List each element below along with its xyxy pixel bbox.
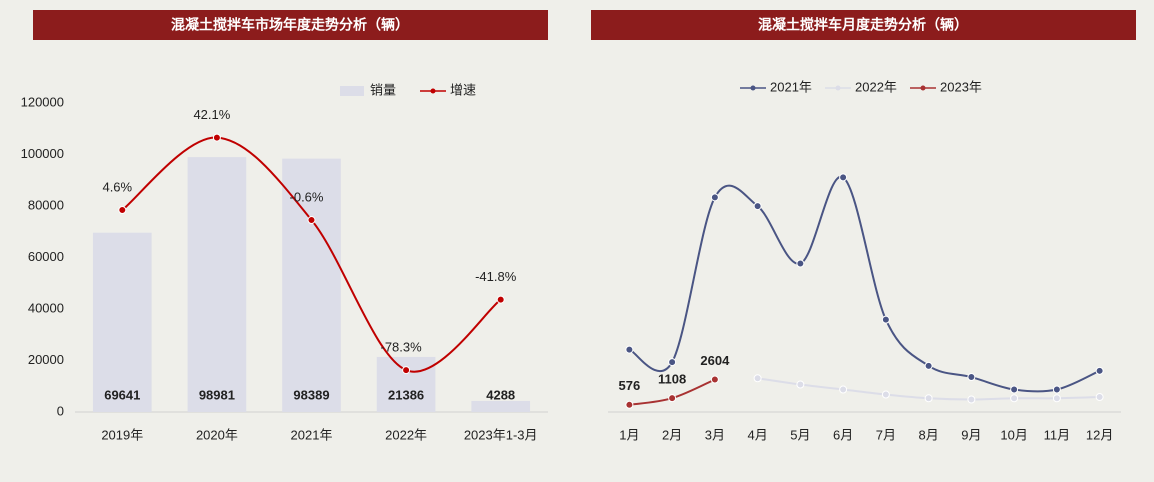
point — [402, 366, 411, 375]
point — [1052, 394, 1061, 403]
point — [668, 394, 677, 403]
data-label: -0.6% — [290, 189, 324, 204]
point — [1052, 385, 1061, 394]
x-tick-label: 2020年 — [196, 427, 238, 442]
point — [881, 390, 890, 399]
point — [924, 394, 933, 403]
x-tick-label: 2月 — [662, 427, 682, 442]
bar-label: 21386 — [388, 387, 424, 402]
legend-label: 2023年 — [940, 79, 982, 94]
y-tick-label: 80000 — [28, 197, 64, 212]
y-tick-label: 0 — [57, 403, 64, 418]
point — [967, 395, 976, 404]
x-tick-label: 4月 — [748, 427, 768, 442]
chart-title: 混凝土搅拌车月度走势分析（辆） — [758, 17, 968, 33]
legend-marker — [750, 85, 756, 91]
point — [668, 358, 677, 367]
legend-label: 2022年 — [855, 79, 897, 94]
x-tick-label: 9月 — [961, 427, 981, 442]
point — [1010, 385, 1019, 394]
y-tick-label: 120000 — [21, 94, 64, 109]
x-tick-label: 7月 — [876, 427, 896, 442]
point — [307, 216, 316, 225]
point — [796, 380, 805, 389]
x-tick-label: 2023年1-3月 — [464, 427, 538, 442]
point — [967, 373, 976, 382]
point — [625, 400, 634, 409]
x-tick-label: 10月 — [1000, 427, 1027, 442]
point — [753, 374, 762, 383]
y-tick-label: 40000 — [28, 300, 64, 315]
data-label: 4.6% — [102, 179, 132, 194]
legend-marker — [430, 88, 436, 94]
point — [625, 345, 634, 354]
point — [753, 202, 762, 211]
data-label: 1108 — [658, 372, 686, 387]
legend-label: 增速 — [450, 82, 476, 97]
bar-label: 98981 — [199, 387, 235, 402]
x-tick-label: 6月 — [833, 427, 853, 442]
point — [1095, 393, 1104, 402]
legend-marker — [835, 85, 841, 91]
point — [796, 259, 805, 268]
data-label: -78.3% — [380, 340, 422, 355]
data-label: -41.8% — [475, 269, 517, 284]
title-bar — [591, 10, 1136, 40]
point — [881, 315, 890, 324]
bar — [92, 232, 152, 412]
point — [710, 375, 719, 384]
bar — [187, 157, 247, 412]
title-bar — [33, 10, 548, 40]
point — [924, 361, 933, 370]
point — [710, 193, 719, 202]
point — [212, 133, 221, 142]
legend-label: 销量 — [370, 82, 396, 97]
bar — [471, 400, 531, 412]
x-tick-label: 8月 — [919, 427, 939, 442]
x-tick-label: 2022年 — [385, 427, 427, 442]
bar — [282, 158, 341, 412]
x-tick-label: 1月 — [619, 427, 639, 442]
data-label: 576 — [619, 378, 641, 393]
point — [1010, 394, 1019, 403]
point — [839, 385, 848, 394]
legend-swatch — [340, 86, 364, 96]
bar — [376, 356, 436, 412]
x-tick-label: 12月 — [1086, 427, 1113, 442]
y-tick-label: 20000 — [28, 352, 64, 367]
data-label: 42.1% — [193, 107, 230, 122]
point — [496, 295, 505, 304]
bar-label: 69641 — [104, 387, 140, 402]
bar-label: 4288 — [486, 387, 515, 402]
point — [1095, 366, 1104, 375]
bar-label: 98389 — [293, 387, 329, 402]
y-tick-label: 60000 — [28, 249, 64, 264]
data-label: 2604 — [700, 353, 730, 368]
legend-label: 2021年 — [770, 79, 812, 94]
point — [118, 205, 127, 214]
x-tick-label: 3月 — [705, 427, 725, 442]
x-tick-label: 2019年 — [101, 427, 143, 442]
legend-marker — [920, 85, 926, 91]
x-tick-label: 5月 — [790, 427, 810, 442]
x-tick-label: 2021年 — [291, 427, 333, 442]
chart-title: 混凝土搅拌车市场年度走势分析（辆） — [171, 17, 409, 33]
y-tick-label: 100000 — [21, 146, 64, 161]
x-tick-label: 11月 — [1044, 427, 1071, 442]
point — [839, 173, 848, 182]
